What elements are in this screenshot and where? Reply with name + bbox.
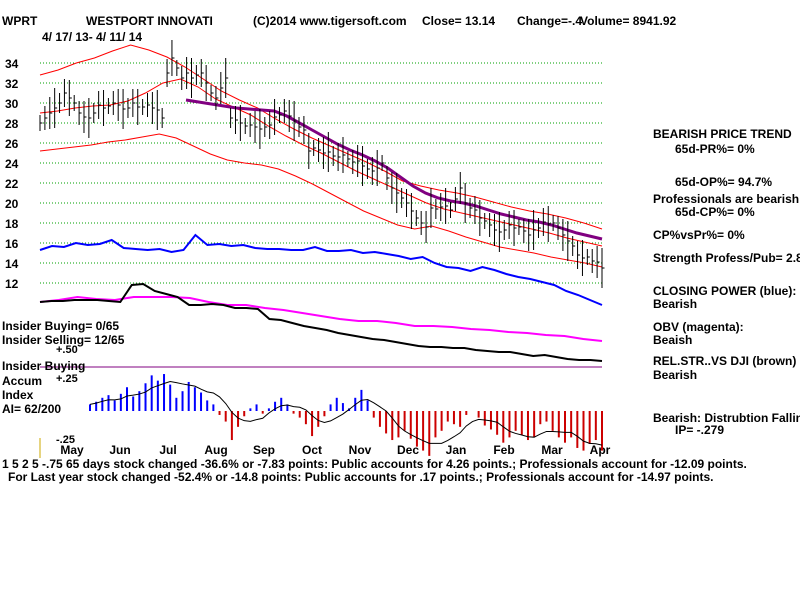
copyright: (C)2014 www.tigersoft.com — [253, 14, 407, 28]
y-tick-label: 22 — [5, 177, 19, 191]
cp-value: 65d-CP%= 0% — [675, 205, 755, 219]
middle-band-line — [39, 78, 603, 247]
month-label: Sep — [253, 443, 275, 457]
month-axis: May Jun Jul Aug Sep Oct Nov Dec Jan Feb Mar Apr — [60, 443, 610, 457]
minus25-label: -.25 — [56, 434, 75, 446]
closing-power-value: Bearish — [653, 297, 698, 311]
month-label: Jan — [446, 443, 467, 457]
y-tick-label: 12 — [5, 277, 19, 291]
accum-bars — [89, 374, 603, 456]
insider-buying-count: Insider Buying= 0/65 — [2, 319, 120, 333]
y-tick-label: 34 — [5, 57, 19, 71]
accum-ma-line — [89, 381, 603, 446]
accum-label: Accum — [2, 374, 43, 388]
upper-band-line — [39, 44, 603, 230]
footer-65day: 65 days stock changed -36.6% or -7.83 po… — [66, 457, 747, 471]
price-bars — [39, 40, 605, 288]
y-tick-label: 20 — [5, 197, 19, 211]
footer-year: For Last year stock changed -52.4% or -1… — [8, 470, 714, 484]
moving-average-line — [185, 98, 603, 241]
y-tick-label: 24 — [5, 157, 19, 171]
pr-value: 65d-PR%= 0% — [675, 142, 755, 156]
company-name: WESTPORT INNOVATI — [86, 14, 213, 28]
month-label: Mar — [541, 443, 563, 457]
y-tick-label: 18 — [5, 217, 19, 231]
footer-prefix: 1 5 2 5 -.75 — [2, 457, 63, 471]
month-label: Jul — [159, 443, 176, 457]
y-tick-label: 28 — [5, 117, 19, 131]
distribution-label: Bearish: Distrubtion Falling — [653, 411, 800, 425]
month-label: May — [60, 443, 84, 457]
month-label: Jun — [109, 443, 130, 457]
relstr-label: REL.STR..VS DJI (brown) — [653, 354, 797, 368]
op-value: 65d-OP%= 94.7% — [675, 175, 773, 189]
month-label: Feb — [493, 443, 514, 457]
obv-line — [39, 295, 603, 342]
month-label: Oct — [302, 443, 322, 457]
y-tick-label: 14 — [5, 257, 19, 271]
obv-label: OBV (magenta): — [653, 320, 744, 334]
month-label: Dec — [397, 443, 419, 457]
strength-value: Strength Profess/Pub= 2.8 — [653, 251, 800, 265]
insider-buying-title: Insider Buying — [2, 359, 86, 373]
volume-value: Volume= 8941.92 — [580, 14, 677, 28]
plus50-label: +.50 — [56, 344, 78, 356]
indicator-lines — [39, 44, 603, 362]
index-label: Index — [2, 388, 34, 402]
month-label: Aug — [204, 443, 227, 457]
ticker: WPRT — [2, 14, 38, 28]
y-tick-label: 16 — [5, 237, 19, 251]
ip-value: IP= -.279 — [675, 423, 725, 437]
closing-power-label: CLOSING POWER (blue): — [653, 284, 797, 298]
price-axis: 12 14 16 18 20 22 24 26 28 30 32 34 — [5, 57, 19, 291]
lower-band-line — [39, 133, 603, 268]
cpvspr-value: CP%vsPr%= 0% — [653, 228, 745, 242]
month-label: Nov — [349, 443, 372, 457]
y-tick-label: 30 — [5, 97, 19, 111]
professionals-label: Professionals are bearish — [653, 192, 800, 206]
y-tick-label: 26 — [5, 137, 19, 151]
relstr-value: Bearish — [653, 368, 698, 382]
date-range: 4/ 17/ 13- 4/ 11/ 14 — [42, 30, 143, 44]
y-tick-label: 32 — [5, 77, 19, 91]
obv-value: Beaish — [653, 333, 693, 347]
bearish-trend: BEARISH PRICE TREND — [653, 127, 792, 141]
ai-value: AI= 62/200 — [2, 402, 62, 416]
rel-str-line — [39, 282, 603, 362]
insider-selling-count: Insider Selling= 12/65 — [2, 333, 125, 347]
closing-power-line — [39, 233, 603, 306]
close-value: Close= 13.14 — [422, 14, 496, 28]
change-value: Change=-.4 — [517, 14, 583, 28]
month-label: Apr — [590, 443, 611, 457]
plus25-label: +.25 — [56, 373, 78, 385]
